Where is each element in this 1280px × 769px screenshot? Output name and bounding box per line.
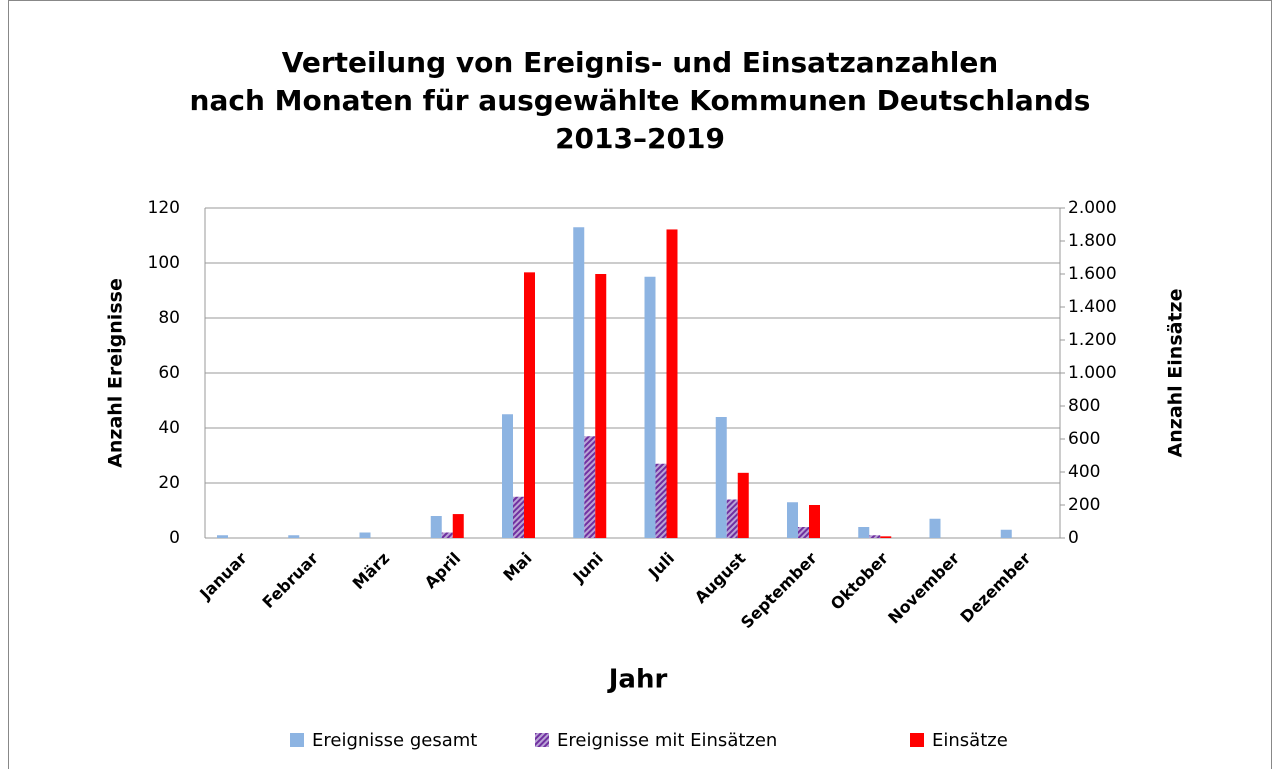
bar bbox=[513, 496, 524, 538]
x-tick-label: Januar bbox=[195, 548, 250, 603]
bar bbox=[644, 276, 656, 538]
chart-frame bbox=[8, 0, 1272, 769]
y-tick-label: 40 bbox=[158, 418, 180, 438]
x-tick-label: Juli bbox=[644, 549, 678, 583]
x-tick-label: September bbox=[737, 549, 821, 633]
y-axis-title: Anzahl Ereignisse bbox=[105, 278, 127, 468]
y2-tick-label: 400 bbox=[1068, 462, 1100, 482]
bar bbox=[502, 414, 513, 538]
y2-tick-label: 0 bbox=[1068, 528, 1079, 548]
x-tick-label: November bbox=[884, 548, 963, 627]
chart-title: Verteilung von Ereignis- und Einsatzanza… bbox=[282, 46, 999, 79]
bar bbox=[452, 514, 464, 538]
y2-tick-label: 1.400 bbox=[1068, 297, 1117, 317]
bar bbox=[441, 532, 453, 538]
bar bbox=[869, 535, 881, 538]
y2-tick-label: 1.000 bbox=[1068, 363, 1117, 383]
x-tick-label: Oktober bbox=[827, 548, 892, 613]
y2-tick-label: 600 bbox=[1068, 429, 1100, 449]
bar bbox=[787, 502, 798, 538]
bar bbox=[880, 536, 892, 538]
y2-tick-label: 200 bbox=[1068, 495, 1100, 515]
bar bbox=[655, 463, 667, 538]
legend-swatch bbox=[290, 733, 304, 747]
y-tick-label: 100 bbox=[148, 253, 180, 273]
bar bbox=[929, 518, 941, 538]
bar bbox=[809, 505, 820, 538]
x-tick-label: Juni bbox=[569, 549, 607, 587]
x-tick-label: März bbox=[349, 549, 393, 593]
y2-tick-label: 2.000 bbox=[1068, 198, 1117, 218]
x-axis-title: Jahr bbox=[607, 665, 668, 695]
bar bbox=[524, 272, 535, 538]
legend-label: Einsätze bbox=[932, 730, 1008, 751]
y2-tick-label: 1.600 bbox=[1068, 264, 1117, 284]
y-tick-label: 60 bbox=[158, 363, 180, 383]
legend-label: Ereignisse mit Einsätzen bbox=[557, 730, 777, 751]
x-tick-label: Mai bbox=[499, 549, 535, 585]
bar bbox=[595, 274, 607, 538]
chart-title: nach Monaten für ausgewählte Kommunen De… bbox=[190, 84, 1091, 117]
x-tick-label: April bbox=[421, 549, 465, 593]
bar bbox=[288, 535, 300, 538]
bar bbox=[798, 527, 809, 538]
legend-swatch bbox=[910, 733, 924, 747]
legend-label: Ereignisse gesamt bbox=[312, 730, 477, 751]
bar bbox=[858, 527, 870, 538]
bar bbox=[584, 436, 596, 538]
y-tick-label: 80 bbox=[158, 308, 180, 328]
bar bbox=[666, 229, 678, 538]
bar bbox=[715, 417, 727, 538]
y2-tick-label: 1.200 bbox=[1068, 330, 1117, 350]
bar bbox=[1000, 529, 1012, 538]
x-tick-label: Februar bbox=[259, 549, 322, 612]
legend-swatch bbox=[535, 733, 549, 747]
bar bbox=[217, 535, 228, 538]
y-tick-label: 120 bbox=[148, 198, 180, 218]
bar bbox=[359, 532, 371, 538]
bar bbox=[573, 227, 585, 538]
bar bbox=[737, 472, 749, 538]
y2-tick-label: 1.800 bbox=[1068, 231, 1117, 251]
chart-title: 2013–2019 bbox=[555, 122, 725, 155]
x-tick-label: August bbox=[691, 548, 750, 607]
bar bbox=[430, 516, 442, 538]
y2-tick-label: 800 bbox=[1068, 396, 1100, 416]
y2-axis-title: Anzahl Einsätze bbox=[1165, 289, 1187, 458]
y-tick-label: 20 bbox=[158, 473, 180, 493]
bar bbox=[726, 499, 738, 538]
x-tick-label: Dezember bbox=[956, 549, 1034, 627]
y-tick-label: 0 bbox=[169, 528, 180, 548]
